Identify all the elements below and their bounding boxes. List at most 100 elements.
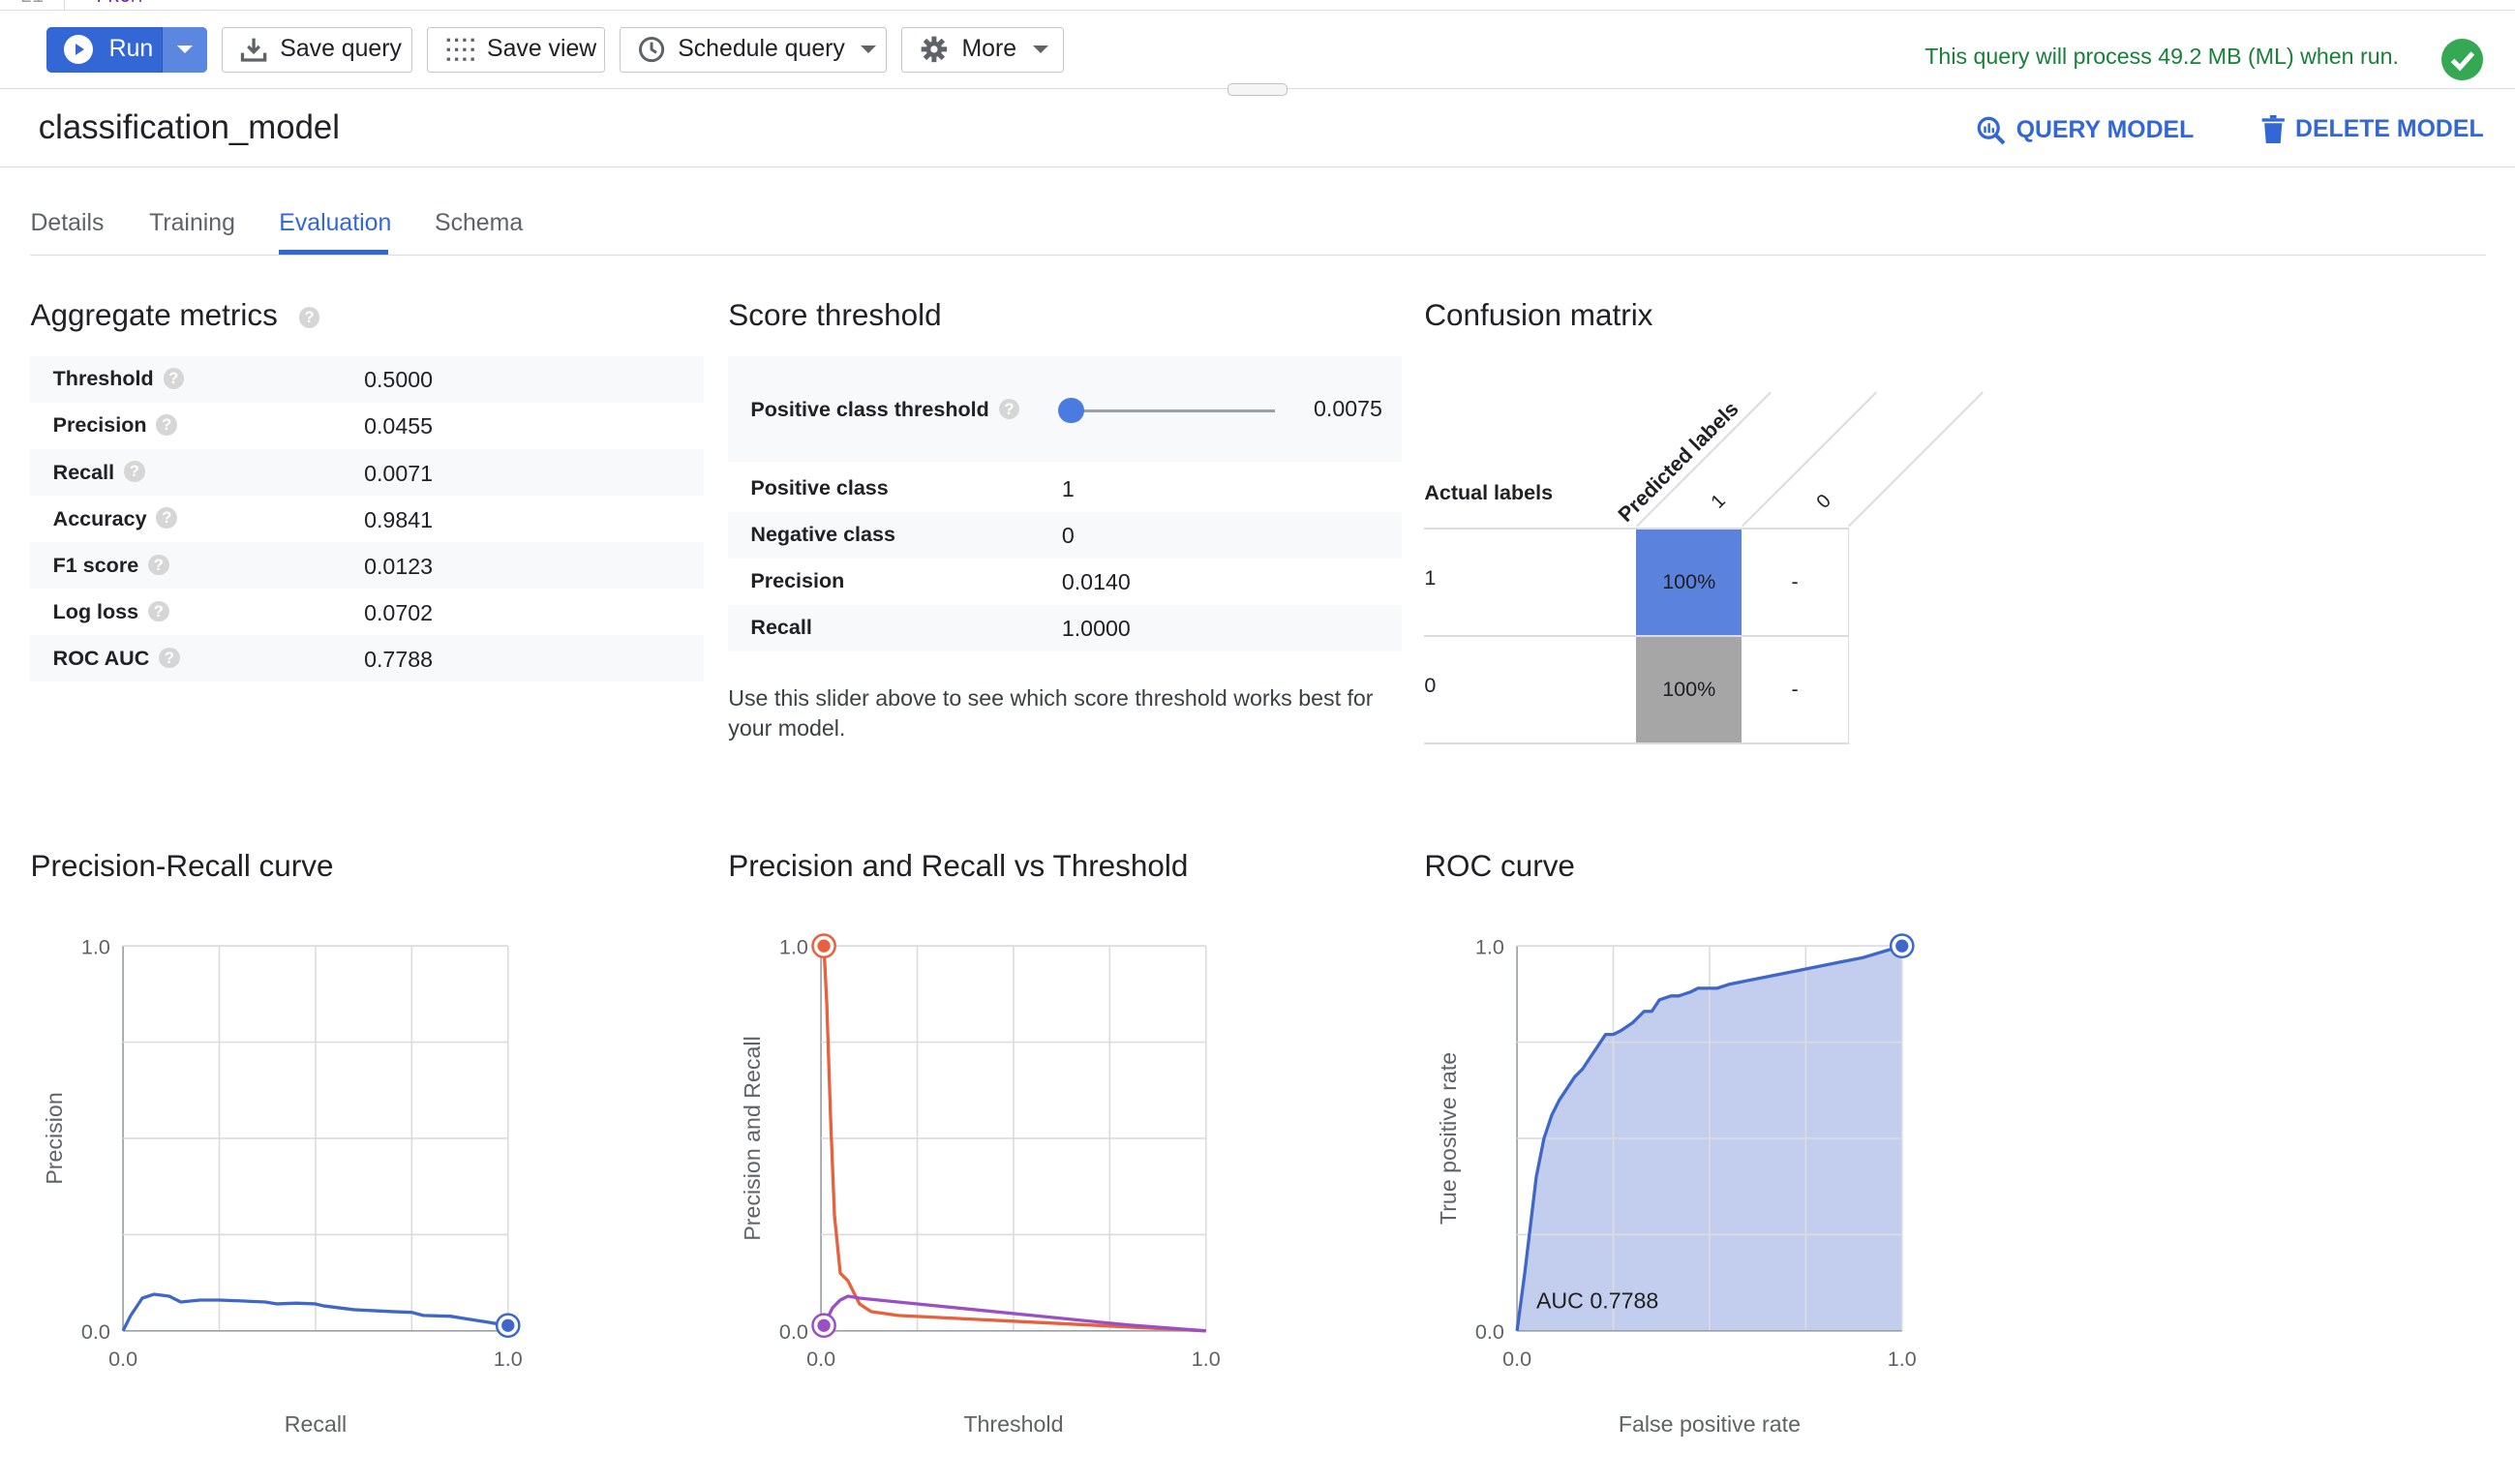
metric-value: 0.9841 <box>364 506 434 532</box>
y-tick-label: 0.0 <box>779 1321 808 1345</box>
precision-recall-chart: 0.0 1.0 0.0 1.0 Recall Precision <box>30 914 672 1466</box>
matrix-border <box>1424 635 1848 637</box>
query-search-icon <box>1977 116 2006 145</box>
schedule-query-label: Schedule query <box>678 36 845 63</box>
active-tab-indicator <box>279 250 388 256</box>
y-axis-label: Precision and Recall <box>740 1037 765 1241</box>
metric-row: Negative class 0 <box>728 511 1403 559</box>
matrix-border <box>1424 528 1848 530</box>
threshold-label: Positive class threshold? <box>750 398 1020 422</box>
help-icon[interactable]: ? <box>156 414 177 436</box>
help-icon[interactable]: ? <box>163 368 185 389</box>
metric-row: Precision? 0.0455 <box>30 403 704 449</box>
sql-editor-strip[interactable]: 21 FROM <box>0 0 2515 11</box>
metric-label: ROC AUC <box>52 646 150 670</box>
tab-evaluation[interactable]: Evaluation <box>279 210 392 237</box>
save-view-label: Save view <box>487 36 597 63</box>
threshold-metrics-table: Positive class 1 Negative class 0 Precis… <box>728 465 1403 651</box>
matrix-cell: 100% <box>1636 636 1742 743</box>
data-point-marker-dot <box>501 1319 515 1333</box>
y-tick-label: 0.0 <box>81 1321 110 1345</box>
metric-value: 1 <box>1061 476 1075 502</box>
help-icon[interactable]: ? <box>159 647 180 669</box>
more-button[interactable]: More <box>901 27 1064 73</box>
roc-svg: 0.0 1.0 0.0 1.0 False positive rate True posi… <box>1436 933 1917 1438</box>
metric-row: Recall? 0.0071 <box>30 448 705 496</box>
schedule-query-button[interactable]: Schedule query <box>619 27 888 73</box>
more-label: More <box>961 36 1017 63</box>
score-threshold-title: Score threshold <box>728 298 942 333</box>
matrix-cell: - <box>1791 569 1799 593</box>
resize-handle[interactable] <box>1227 83 1288 97</box>
tab-schema[interactable]: Schema <box>435 210 524 237</box>
x-tick-label: 1.0 <box>1192 1348 1221 1372</box>
line-number: 21 <box>0 0 66 10</box>
chevron-down-icon <box>176 45 193 54</box>
metric-label: Recall <box>750 616 812 640</box>
metric-label: Accuracy <box>52 506 147 530</box>
metric-label: Threshold <box>52 367 154 391</box>
metric-label: F1 score <box>52 553 139 577</box>
data-point-marker-dot <box>1895 939 1909 954</box>
chevron-down-icon <box>861 45 877 54</box>
metric-value: 0.5000 <box>364 367 434 393</box>
play-icon <box>64 35 94 65</box>
predicted-label-1: 1 <box>1707 490 1730 513</box>
actual-label-1: 1 <box>1424 565 1437 590</box>
save-view-button[interactable]: Save view <box>426 27 605 73</box>
code-line[interactable]: FROM <box>96 0 142 8</box>
metric-row: Accuracy? 0.9841 <box>30 496 704 542</box>
chevron-down-icon <box>1032 45 1048 54</box>
x-axis-label: Recall <box>285 1412 347 1438</box>
run-options-dropdown[interactable] <box>161 27 207 73</box>
grid-dots-icon <box>446 38 474 61</box>
actual-labels-heading: Actual labels <box>1424 481 1554 505</box>
pr-threshold-title: Precision and Recall vs Threshold <box>728 848 1189 883</box>
metric-label: Positive class <box>750 476 889 500</box>
tab-training[interactable]: Training <box>149 210 235 237</box>
run-main-button[interactable]: Run <box>46 27 162 72</box>
pr-threshold-chart: 0.0 1.0 0.0 1.0 Threshold Precision and Recal… <box>728 914 1370 1466</box>
metric-row: Positive class 1 <box>728 465 1403 512</box>
check-circle-icon <box>2440 38 2483 80</box>
x-tick-label: 0.0 <box>806 1348 835 1372</box>
help-icon[interactable]: ? <box>998 398 1020 420</box>
series-line-0 <box>1515 944 1903 1332</box>
threshold-slider-knob[interactable] <box>1058 397 1084 424</box>
page-title: classification_model <box>38 108 340 146</box>
help-icon[interactable]: ? <box>124 461 145 482</box>
metric-value: 1.0000 <box>1061 616 1131 642</box>
y-tick-label: 0.0 <box>1475 1321 1504 1345</box>
help-icon[interactable]: ? <box>148 600 169 622</box>
save-query-button[interactable]: Save query <box>221 27 412 73</box>
metric-label: Recall <box>52 460 115 484</box>
predicted-label-0: 0 <box>1812 490 1835 513</box>
metric-row: Recall 1.0000 <box>728 604 1403 651</box>
help-icon[interactable]: ? <box>156 507 178 529</box>
threshold-slider-panel: Positive class threshold? 0.0075 <box>728 355 1403 463</box>
metric-row: Threshold? 0.5000 <box>30 355 705 403</box>
query-model-button[interactable]: QUERY MODEL <box>1976 115 2194 145</box>
metric-row: ROC AUC? 0.7788 <box>30 635 705 682</box>
metric-row: F1 score? 0.0123 <box>30 542 705 590</box>
tab-details[interactable]: Details <box>30 210 105 237</box>
help-icon[interactable]: ? <box>148 554 169 576</box>
series-line-1 <box>822 1294 1207 1333</box>
y-axis-label: True positive rate <box>1436 1052 1461 1225</box>
column-divider <box>1847 392 1984 528</box>
y-tick-label: 1.0 <box>779 936 808 959</box>
confusion-matrix-title: Confusion matrix <box>1424 298 1653 333</box>
actual-label-0: 0 <box>1424 673 1437 697</box>
threshold-slider-track[interactable] <box>1070 409 1276 412</box>
model-tabs: Details Training Evaluation Schema <box>30 167 2487 257</box>
matrix-border <box>1424 742 1848 744</box>
help-icon[interactable]: ? <box>298 307 320 328</box>
metric-row: Log loss? 0.0702 <box>30 589 704 635</box>
run-label: Run <box>108 36 154 63</box>
run-button[interactable]: Run <box>46 27 207 73</box>
delete-model-button[interactable]: DELETE MODEL <box>2260 115 2484 144</box>
auc-annotation: AUC 0.7788 <box>1536 1288 1658 1314</box>
aggregate-metrics-heading: Aggregate metrics <box>30 298 278 333</box>
query-toolbar: Run Save query Save view <box>0 12 2515 97</box>
aggregate-metrics-table: Threshold? 0.5000 Precision? 0.0455 Reca… <box>30 355 705 682</box>
